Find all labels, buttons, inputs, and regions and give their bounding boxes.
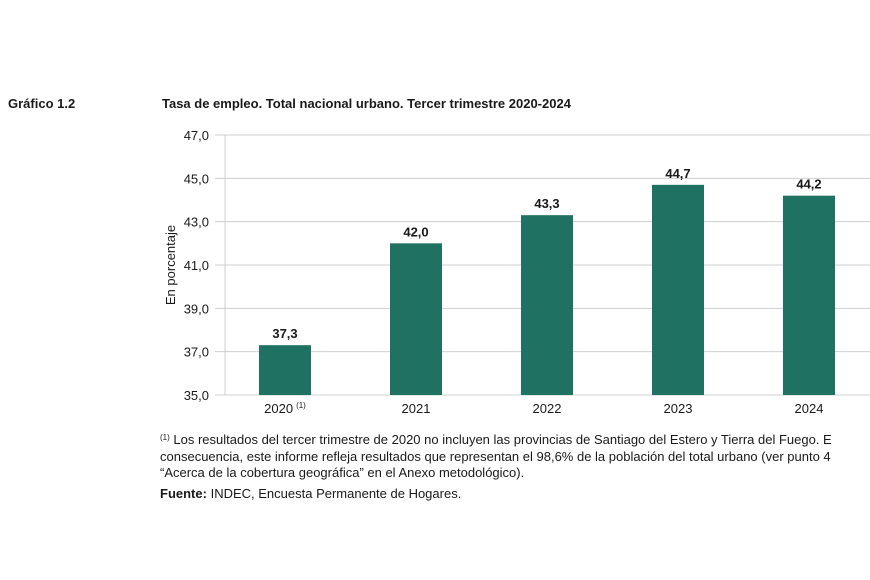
footnote-line: Los resultados del tercer trimestre de 2… [173,432,832,447]
footnote-line: “Acerca de la cobertura geográfica” en e… [160,465,524,480]
x-tick-label: 2024 [795,401,824,416]
bar [521,215,573,395]
source-label: Fuente: [160,486,207,501]
source: Fuente: INDEC, Encuesta Permanente de Ho… [160,486,461,501]
plot: 35,0 37,0 39,0 41,0 43,0 45,0 47,0 37,3 2020 (1) 4… [184,128,870,416]
x-tick-text: 2023 [664,401,693,416]
footnote-marker: (1) [160,433,170,442]
chart-label: Gráfico 1.2 [8,96,75,111]
bar [390,243,442,395]
bar [783,195,835,395]
value-label: 44,2 [796,177,821,192]
y-tick-label: 45,0 [184,171,209,186]
bar [259,345,311,395]
value-label: 44,7 [665,166,690,181]
chart-title: Tasa de empleo. Total nacional urbano. T… [162,96,572,111]
y-tick-label: 41,0 [184,258,209,273]
y-tick-label: 37,0 [184,345,209,360]
x-tick-label: 2021 [402,401,431,416]
source-text: INDEC, Encuesta Permanente de Hogares. [211,486,462,501]
x-tick-text: 2022 [533,401,562,416]
footnote: (1) Los resultados del tercer trimestre … [160,432,832,447]
bar [652,184,704,395]
footnote-line: consecuencia, este informe refleja resul… [160,449,831,464]
x-tick-marker: (1) [296,401,306,410]
x-tick-text: 2021 [402,401,431,416]
y-tick-label: 47,0 [184,128,209,143]
value-label: 37,3 [272,326,297,341]
y-tick-label: 39,0 [184,301,209,316]
x-tick-label: 2022 [533,401,562,416]
x-tick-text: 2020 [264,401,293,416]
y-tick-label: 43,0 [184,215,209,230]
y-tick-label: 35,0 [184,388,209,403]
value-label: 43,3 [534,196,559,211]
x-tick-label: 2023 [664,401,693,416]
x-tick-label: 2020 (1) [264,401,306,416]
x-tick-text: 2024 [795,401,824,416]
y-axis-label: En porcentaje [163,225,178,305]
value-label: 42,0 [403,224,428,239]
